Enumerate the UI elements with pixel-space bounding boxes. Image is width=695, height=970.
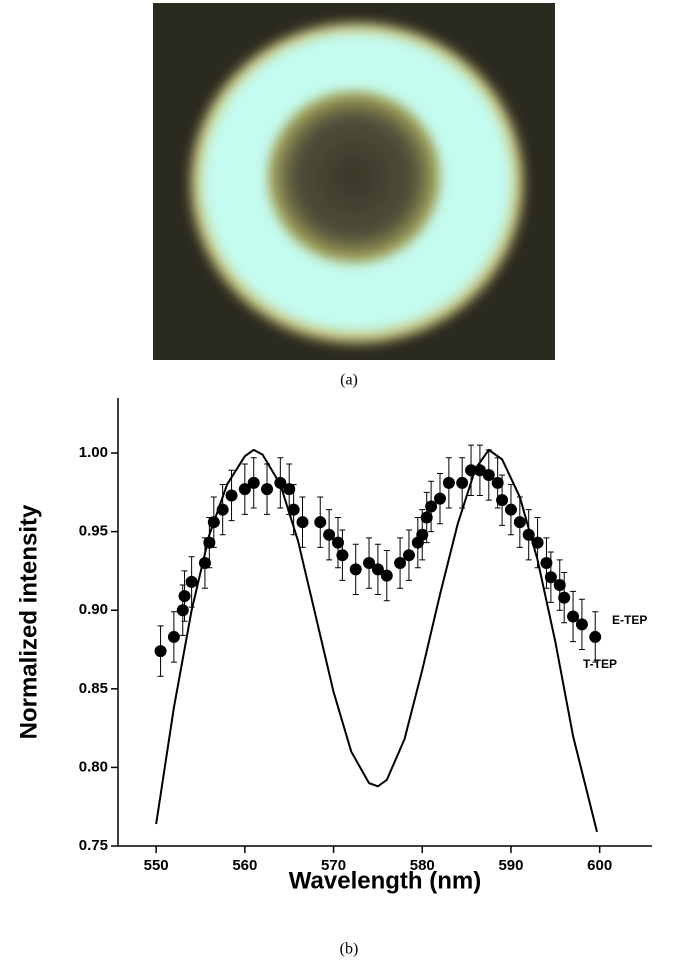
data-point [363,557,376,570]
y-axis-title: Normalized intensity [15,504,42,739]
y-tick-label: 0.95 [79,523,108,540]
data-point [416,528,429,541]
x-tick-label: 570 [321,857,346,874]
data-point [433,492,446,505]
data-point [185,575,198,588]
data-point [314,516,327,529]
y-tick-label: 0.90 [79,601,108,618]
data-point [154,645,167,658]
data-point [336,549,349,562]
caption: (a) [340,372,358,389]
data-point [238,483,251,496]
data-point [558,591,571,604]
data-point [283,483,296,496]
data-point [482,469,495,482]
photo [153,3,555,360]
data-point [456,476,469,489]
data-point [402,549,415,562]
x-tick-label: 560 [232,857,257,874]
data-point [247,476,260,489]
data-point [425,500,438,513]
y-tick-label: 0.85 [79,680,108,697]
data-point [380,569,393,582]
data-point [544,571,557,584]
x-tick-label: 550 [144,857,169,874]
x-axis-title: Wavelength (nm) [289,867,481,894]
curve [155,448,598,833]
data-point [513,516,526,529]
data-point [287,503,300,516]
data-point [394,557,407,570]
y-tick-label: 0.80 [79,758,108,775]
data-point [589,630,602,643]
data-point [178,590,191,603]
data-point [504,503,517,516]
data-point [553,579,566,592]
data-point [331,536,344,549]
data-point [491,476,504,489]
data-point [167,630,180,643]
data-point [349,563,362,576]
data-point [371,563,384,576]
series-label: E-TEP [612,613,647,627]
x-tick-label: 600 [587,857,612,874]
y-tick-label: 0.75 [79,837,108,854]
data-point [323,528,336,541]
data-point [567,610,580,623]
caption: (b) [340,941,359,958]
data-point [261,483,274,496]
data-point [496,494,509,507]
data-point [176,604,189,617]
series-label: T-TEP [583,657,617,671]
data-point [575,618,588,631]
data-point [442,476,455,489]
data-point [296,516,309,529]
data-point [225,489,238,502]
y-tick-label: 1.00 [79,444,108,461]
data-point [540,557,553,570]
x-tick-label: 580 [410,857,435,874]
x-tick-label: 590 [498,857,523,874]
data-point [420,511,433,524]
